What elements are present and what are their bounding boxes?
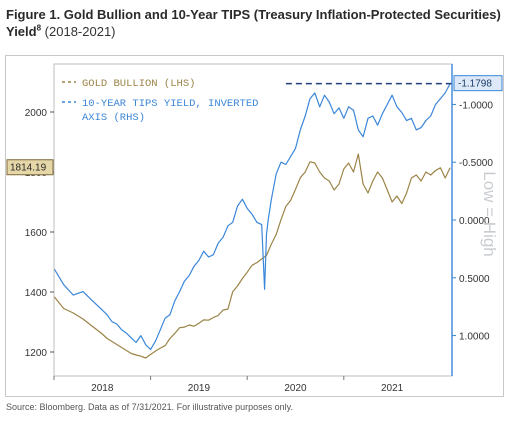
left-last-value-label: 1814.19 <box>10 163 47 174</box>
right-axis-tick-label: -0.5000 <box>459 158 493 169</box>
figure-title-range: (2018-2021) <box>44 24 116 39</box>
source-note: Source: Bloomberg. Data as of 7/31/2021.… <box>6 402 293 412</box>
x-axis-tick-label: 2021 <box>381 383 404 394</box>
legend-gold-label: GOLD BULLION (LHS) <box>82 78 195 90</box>
legend-tips-label-line2: AXIS (RHS) <box>82 112 145 124</box>
right-last-value-label: -1.1798 <box>458 79 492 90</box>
right-axis-note: Low = High <box>480 171 499 257</box>
left-axis-tick-label: 2000 <box>25 108 48 119</box>
figure-title: Figure 1. Gold Bullion and 10-Year TIPS … <box>6 6 506 40</box>
right-axis-tick-label: 1.0000 <box>459 332 490 343</box>
x-axis-tick-label: 2020 <box>284 383 307 394</box>
gold-bullion-line <box>53 153 451 359</box>
figure-title-main: Figure 1. Gold Bullion and 10-Year TIPS … <box>6 7 501 39</box>
plot-area-border <box>53 63 453 377</box>
left-axis-tick-label: 1600 <box>25 228 48 239</box>
tips-yield-line <box>53 83 451 350</box>
left-axis-tick-label: 1200 <box>25 348 48 359</box>
left-axis-tick-label: 1400 <box>25 288 48 299</box>
legend-tips-label-line1: 10-YEAR TIPS YIELD, INVERTED <box>82 98 258 110</box>
right-last-value-tag <box>453 75 503 92</box>
right-axis-tick-label: 0.0000 <box>459 216 490 227</box>
x-axis-tick-label: 2018 <box>91 383 114 394</box>
x-axis-tick-label: 2019 <box>188 383 211 394</box>
right-axis-tick-label: -1.0000 <box>459 100 493 111</box>
chart-svg: 12001400160018002000-1.0000-0.50000.0000… <box>6 63 503 394</box>
chart-frame: 12001400160018002000-1.0000-0.50000.0000… <box>5 55 504 397</box>
figure-title-footnote: 8 <box>36 23 42 33</box>
left-last-value-tag <box>6 159 54 176</box>
right-axis-tick-label: 0.5000 <box>459 274 490 285</box>
